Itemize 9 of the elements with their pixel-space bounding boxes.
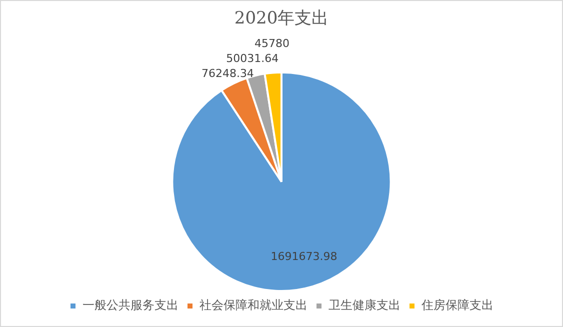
chart-title: 2020年支出 bbox=[234, 8, 329, 29]
data-label: 1691673.98 bbox=[270, 250, 338, 263]
data-label: 45780 bbox=[254, 37, 290, 50]
legend-label: 住房保障支出 bbox=[420, 298, 494, 312]
legend-label: 卫生健康支出 bbox=[328, 298, 400, 312]
legend-label: 一般公共服务支出 bbox=[82, 298, 178, 312]
data-label: 76248.34 bbox=[201, 67, 254, 80]
legend-label: 社会保障和就业支出 bbox=[200, 298, 308, 312]
data-label: 50031.64 bbox=[226, 52, 279, 66]
